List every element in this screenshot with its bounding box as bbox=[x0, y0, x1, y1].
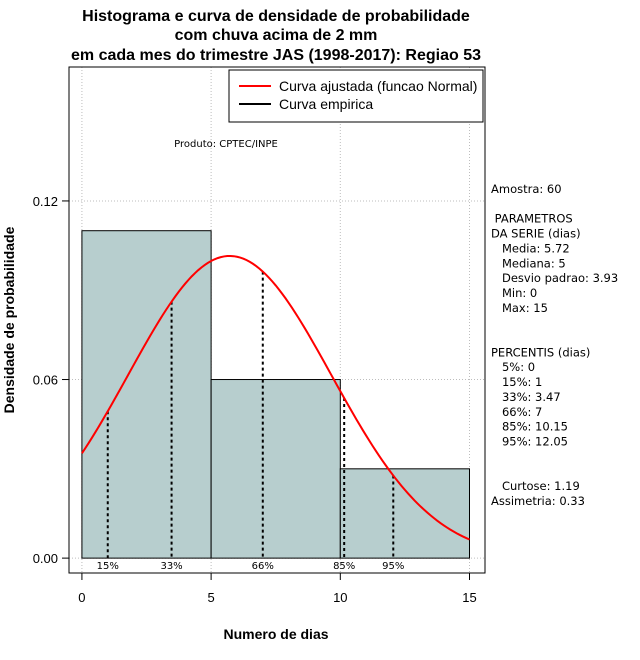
y-tick-label: 0.12 bbox=[33, 194, 58, 209]
statistics-line: 95%: 12.05 bbox=[491, 434, 568, 448]
x-tick-label: 10 bbox=[333, 590, 347, 605]
statistics-line: PERCENTIS (dias) bbox=[491, 345, 590, 359]
x-tick-label: 0 bbox=[78, 590, 85, 605]
x-tick-label: 5 bbox=[207, 590, 214, 605]
product-annotation: Produto: CPTEC/INPE bbox=[174, 139, 278, 150]
x-tick-label: 15 bbox=[462, 590, 476, 605]
statistics-line: Amostra: 60 bbox=[491, 182, 562, 196]
statistics-line: Media: 5.72 bbox=[491, 241, 570, 255]
chart-title-line-3: em cada mes do trimestre JAS (1998-2017)… bbox=[71, 47, 481, 64]
legend-label-fitted: Curva ajustada (funcao Normal) bbox=[279, 78, 477, 94]
statistics-line: Max: 15 bbox=[491, 301, 548, 315]
statistics-line: PARAMETROS bbox=[491, 212, 573, 226]
legend: Curva ajustada (funcao Normal) Curva emp… bbox=[228, 69, 484, 123]
legend-box bbox=[228, 69, 484, 123]
legend-label-empirical: Curva empirica bbox=[279, 96, 373, 112]
statistics-line: Min: 0 bbox=[491, 286, 537, 300]
statistics-line: 5%: 0 bbox=[491, 360, 535, 374]
statistics-line: 33%: 3.47 bbox=[491, 390, 561, 404]
y-axis-label: Densidade de probabilidade bbox=[1, 226, 17, 413]
percentile-label: 66% bbox=[252, 561, 274, 572]
statistics-line: DA SERIE (dias) bbox=[491, 227, 581, 241]
y-tick-label: 0.00 bbox=[33, 551, 58, 566]
percentile-label: 33% bbox=[160, 561, 182, 572]
percentile-label: 15% bbox=[97, 561, 119, 572]
percentile-label: 85% bbox=[333, 561, 355, 572]
statistics-line: 15%: 1 bbox=[491, 375, 542, 389]
chart-title-line-1: Histograma e curva de densidade de proba… bbox=[82, 8, 470, 25]
percentile-lines: 15% 33% 66% 85% 95% bbox=[97, 271, 404, 572]
statistics-line: Desvio padrao: 3.93 bbox=[491, 271, 618, 285]
statistics-line: 85%: 10.15 bbox=[491, 420, 568, 434]
statistics-line: 66%: 7 bbox=[491, 405, 542, 419]
x-axis-label: Numero de dias bbox=[223, 626, 328, 642]
histogram-bar bbox=[81, 230, 212, 559]
histogram-bar bbox=[339, 468, 470, 559]
normal-curve bbox=[81, 254, 470, 541]
statistics-line: Mediana: 5 bbox=[491, 256, 566, 270]
chart-title-line-2: com chuva acima de 2 mm bbox=[175, 27, 378, 44]
histogram-bar bbox=[210, 379, 341, 559]
y-tick-label: 0.06 bbox=[33, 373, 58, 388]
histogram-bars bbox=[81, 230, 470, 559]
statistics-line: Assimetria: 0.33 bbox=[491, 494, 585, 508]
y-axis: 0.00 0.06 0.12 bbox=[33, 194, 70, 566]
percentile-label: 95% bbox=[382, 561, 404, 572]
normal-curve-line bbox=[81, 254, 470, 541]
x-axis: 0 5 10 15 bbox=[78, 572, 477, 605]
statistics-line: Curtose: 1.19 bbox=[491, 479, 580, 493]
